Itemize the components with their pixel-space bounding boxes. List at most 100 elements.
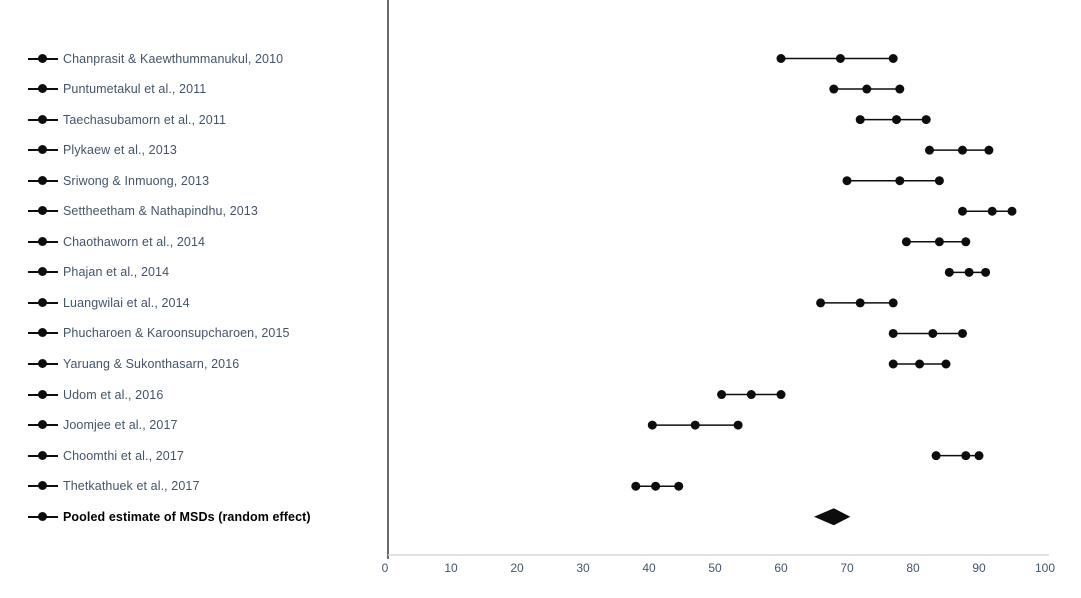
legend-marker-icon <box>28 236 58 247</box>
legend-column: Chanprasit & Kaewthummanukul, 2010 Puntum… <box>0 0 385 598</box>
data-point-low <box>901 237 911 247</box>
legend-marker-icon <box>28 450 58 461</box>
data-point-low <box>855 115 865 125</box>
legend-marker-dot <box>38 236 47 246</box>
data-point-low <box>829 84 839 94</box>
study-label: Yaruang & Sukonthasarn, 2016 <box>63 357 240 371</box>
data-point-high <box>941 359 951 369</box>
data-point-high <box>984 145 994 155</box>
data-point-mid <box>895 176 905 186</box>
data-point-high <box>934 176 944 186</box>
x-tick-label: 50 <box>708 561 722 575</box>
study-label: Thetkathuek et al., 2017 <box>63 479 200 494</box>
data-point-mid <box>690 420 700 430</box>
data-point-mid <box>855 298 865 308</box>
legend-marker-dot <box>38 511 47 521</box>
data-point-mid <box>651 481 661 491</box>
data-point-high <box>674 481 684 491</box>
legend-marker-icon <box>28 297 58 308</box>
study-label: Choomthi et al., 2017 <box>63 448 184 463</box>
legend-item: Choomthi et al., 2017 <box>28 449 184 463</box>
data-point-high <box>981 267 991 277</box>
legend-item-pooled: Pooled estimate of MSDs (random effect) <box>28 510 311 524</box>
pooled-diamond <box>814 508 851 526</box>
legend-marker-icon <box>28 328 58 338</box>
legend-marker-icon <box>28 481 58 491</box>
data-point-high <box>921 115 931 125</box>
legend-marker-dot <box>38 328 47 338</box>
data-point-mid <box>862 84 872 94</box>
x-tick-label: 20 <box>510 561 524 575</box>
data-point-high <box>1007 206 1017 216</box>
legend-item: Taechasubamorn et al., 2011 <box>28 113 226 127</box>
x-tick-label: 100 <box>1035 561 1055 575</box>
data-point-mid <box>915 359 925 369</box>
legend-marker-icon <box>28 175 58 186</box>
data-point-high <box>895 84 905 94</box>
data-point-low <box>888 359 898 369</box>
legend-marker-dot <box>38 145 47 155</box>
legend-marker-dot <box>38 359 47 368</box>
legend-item: Yaruang & Sukonthasarn, 2016 <box>28 357 239 371</box>
study-label: Phucharoen & Karoonsupcharoen, 2015 <box>63 326 290 341</box>
study-label: Sriwong & Inmuong, 2013 <box>63 173 210 188</box>
legend-item: Chaothaworn et al., 2014 <box>28 235 205 249</box>
legend-marker-dot <box>38 206 47 216</box>
data-point-low <box>888 328 898 338</box>
study-label: Plykaew et al., 2013 <box>63 143 177 158</box>
data-point-mid <box>835 54 845 63</box>
legend-marker-dot <box>38 114 47 124</box>
x-tick-label: 10 <box>444 561 458 575</box>
data-point-low <box>925 145 934 155</box>
data-point-low <box>958 206 967 216</box>
legend-item: Luangwilai et al., 2014 <box>28 296 190 310</box>
legend-item: Udom et al., 2016 <box>28 388 163 402</box>
study-label: Udom et al., 2016 <box>63 387 164 402</box>
data-point-low <box>842 176 852 186</box>
legend-item: Joomjee et al., 2017 <box>28 418 178 432</box>
legend-marker-dot <box>38 53 47 63</box>
data-point-low <box>944 267 954 277</box>
legend-marker-dot <box>38 481 47 491</box>
legend-marker-dot <box>38 84 47 94</box>
data-point-high <box>974 451 984 461</box>
legend-item: Phajan et al., 2014 <box>28 265 169 279</box>
study-label: Luangwilai et al., 2014 <box>63 295 190 310</box>
legend-marker-icon <box>28 114 58 125</box>
data-point-low <box>931 451 941 461</box>
legend-item: Chanprasit & Kaewthummanukul, 2010 <box>28 52 283 66</box>
legend-marker-dot <box>38 297 47 307</box>
data-point-high <box>888 298 898 308</box>
study-label: Chanprasit & Kaewthummanukul, 2010 <box>63 51 284 66</box>
legend-item: Phucharoen & Karoonsupcharoen, 2015 <box>28 326 290 340</box>
legend-marker-dot <box>38 450 47 460</box>
legend-item: Puntumetakul et al., 2011 <box>28 82 206 96</box>
x-tick-label: 90 <box>972 561 986 575</box>
study-label: Phajan et al., 2014 <box>63 265 170 280</box>
legend-marker-icon <box>28 267 58 277</box>
data-point-high <box>888 54 898 63</box>
legend-marker-icon <box>28 389 58 400</box>
data-point-mid <box>892 115 901 125</box>
pooled-label: Pooled estimate of MSDs (random effect) <box>63 509 311 524</box>
x-tick-label: 70 <box>840 561 854 575</box>
legend-marker-icon <box>28 145 58 155</box>
data-point-mid <box>958 145 967 155</box>
study-label: Chaothaworn et al., 2014 <box>63 234 206 249</box>
legend-marker-dot <box>38 420 47 430</box>
study-label: Taechasubamorn et al., 2011 <box>63 112 226 127</box>
legend-marker-icon <box>28 53 58 64</box>
x-tick-label: 0 <box>382 561 389 575</box>
x-tick-label: 80 <box>906 561 920 575</box>
x-tick-label: 30 <box>576 561 590 575</box>
legend-item: Settheetham & Nathapindhu, 2013 <box>28 204 258 218</box>
legend-item: Thetkathuek et al., 2017 <box>28 479 200 493</box>
data-point-low <box>631 481 641 491</box>
x-tick-label: 40 <box>642 561 656 575</box>
legend-marker-icon <box>28 511 58 522</box>
data-point-high <box>958 328 967 338</box>
legend-marker-dot <box>38 389 47 399</box>
data-point-mid <box>746 390 756 400</box>
data-point-mid <box>961 451 971 461</box>
